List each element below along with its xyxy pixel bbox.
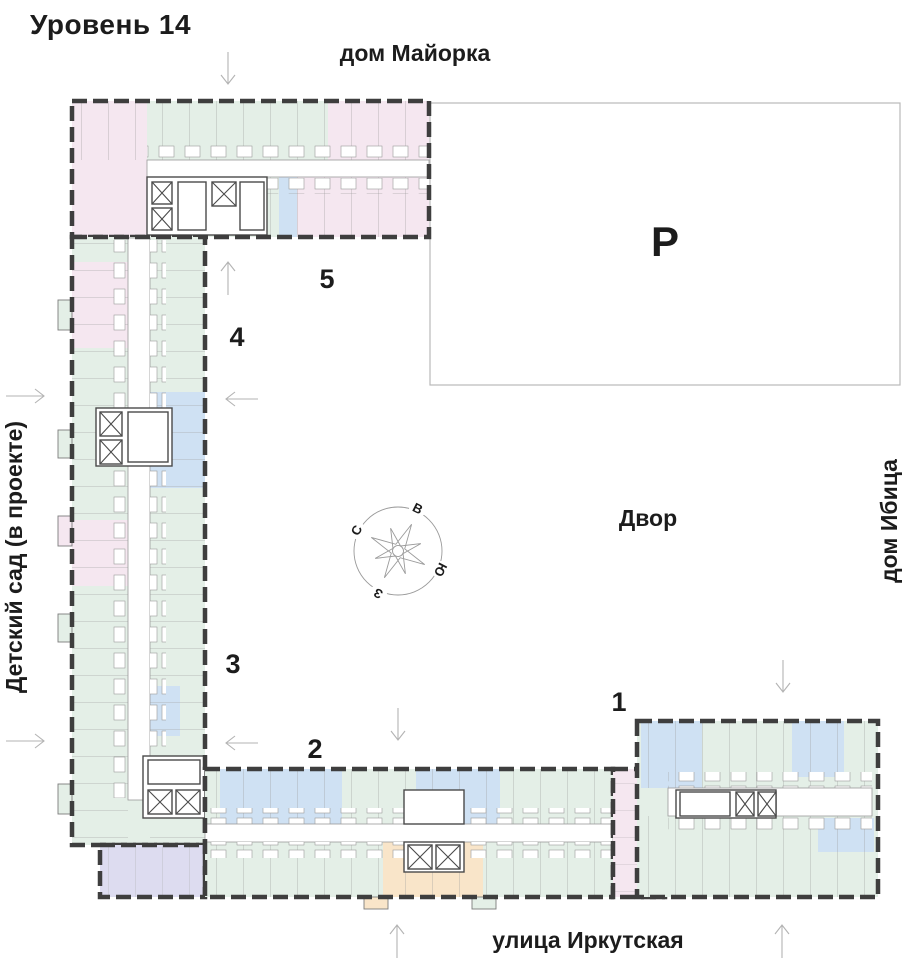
house-top-label: дом Майорка [340, 40, 491, 66]
entrance-arrow-left-icon [225, 735, 258, 751]
kindergarten-label: Детский сад (в проекте) [1, 421, 27, 693]
section-number-3: 3 [225, 649, 240, 679]
stair-core [142, 755, 206, 819]
courtyard-label: Двор [619, 505, 677, 531]
balcony [57, 613, 73, 643]
entrance-arrow-up-icon [389, 924, 405, 958]
section-number-2: 2 [307, 734, 322, 764]
stair-core [675, 789, 777, 819]
parking-area: Р [429, 102, 901, 386]
entrance-arrow-down-icon [220, 52, 236, 85]
entrance-arrow-right-icon [6, 388, 45, 404]
stair-core [403, 789, 465, 873]
house-right-label: дом Ибица [876, 459, 902, 583]
entrance-arrow-down-icon [775, 660, 791, 693]
entrance-arrows [6, 52, 791, 958]
building-north-wing[interactable] [69, 98, 432, 240]
section-number-1: 1 [611, 687, 626, 717]
entrance-arrow-up-icon [220, 261, 236, 295]
compass-rose-icon: С В Ю З [347, 499, 450, 603]
section-number-4: 4 [229, 322, 244, 352]
building-west-wing[interactable] [57, 234, 208, 900]
parking-label: Р [651, 218, 679, 265]
entrance-arrow-down-icon [390, 708, 406, 741]
entrance-arrow-right-icon [6, 733, 45, 749]
building-south-strip[interactable] [202, 766, 668, 910]
street-label: улица Иркутская [492, 927, 683, 953]
section-number-5: 5 [319, 264, 334, 294]
balcony [57, 299, 73, 331]
stair-core [146, 176, 268, 236]
compass-south-label: Ю [431, 560, 450, 579]
entrance-arrow-left-icon [225, 391, 258, 407]
page-title: Уровень 14 [30, 9, 191, 40]
balcony [363, 896, 389, 910]
stair-core [95, 407, 173, 467]
entrance-arrow-up-icon [774, 924, 790, 958]
balcony [57, 783, 73, 815]
building-ibiza[interactable] [634, 718, 881, 900]
